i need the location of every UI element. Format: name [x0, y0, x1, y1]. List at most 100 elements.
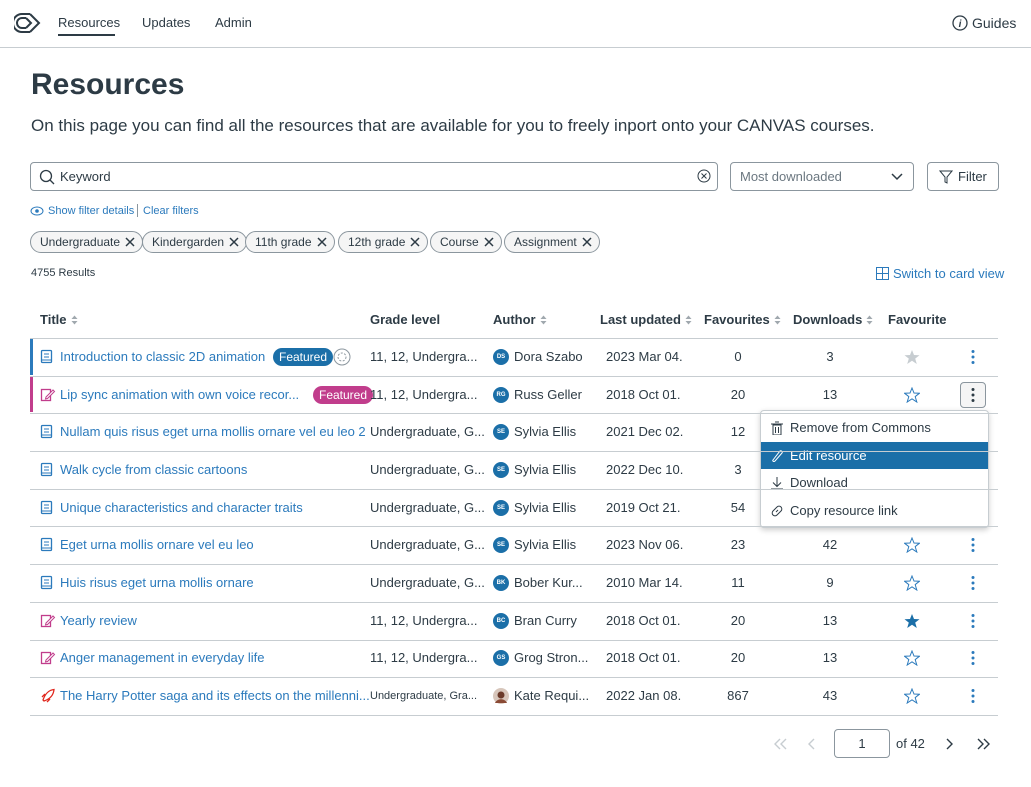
grade-level: 11, 12, Undergra...: [370, 348, 478, 364]
results-count: 4755 Results: [31, 267, 96, 279]
tag-remove[interactable]: [125, 237, 135, 247]
row-divider: [30, 601, 998, 603]
favourites-count: 20: [730, 650, 746, 666]
resource-title[interactable]: Introduction to classic 2D animation: [60, 348, 266, 364]
nav-active-underline: [58, 34, 115, 36]
tag-remove[interactable]: [582, 237, 592, 247]
filter-button[interactable]: Filter: [927, 162, 999, 191]
grade-level: 11, 12, Undergra...: [370, 650, 478, 666]
filter-icon: [939, 170, 953, 184]
author-name: Bran Curry: [514, 612, 577, 628]
author-name: Dora Szabo: [514, 348, 583, 364]
nav-item[interactable]: Admin: [215, 15, 252, 30]
menu-item[interactable]: Remove from Commons: [761, 414, 988, 441]
tag-remove[interactable]: [484, 237, 494, 247]
row-actions[interactable]: [969, 650, 977, 666]
sort-icon: [540, 315, 547, 325]
last-updated: 2018 Oct 01.: [606, 612, 681, 628]
row-actions[interactable]: [969, 349, 977, 365]
clear-icon[interactable]: [697, 169, 711, 183]
row-divider: [30, 639, 998, 641]
guides-icon: i: [952, 15, 968, 31]
prev-page[interactable]: [806, 737, 818, 751]
nav-item[interactable]: Updates: [142, 15, 191, 30]
downloads-count: 13: [822, 386, 838, 402]
favourite-star[interactable]: [904, 650, 920, 667]
resource-icon: [40, 349, 53, 363]
filter-tag[interactable]: Kindergarden: [142, 231, 248, 253]
menu-item[interactable]: Copy resource link: [761, 497, 988, 524]
resource-title[interactable]: The Harry Potter saga and its effects on…: [60, 688, 370, 704]
show-filter-details[interactable]: Show filter details: [48, 205, 135, 217]
grade-level: 11, 12, Undergra...: [370, 386, 478, 402]
resource-title[interactable]: Unique characteristics and character tra…: [60, 499, 303, 515]
filter-tag[interactable]: Course: [430, 231, 502, 253]
column-header: Favourite: [888, 312, 947, 327]
favourite-star[interactable]: [904, 575, 920, 592]
search-box[interactable]: Keyword: [30, 162, 718, 191]
row-actions[interactable]: [969, 387, 977, 403]
filter-tag[interactable]: Assignment: [504, 231, 600, 253]
sort-select[interactable]: Most downloaded: [730, 162, 914, 191]
row-actions[interactable]: [969, 575, 977, 591]
favourites-count: 0: [734, 348, 742, 364]
favourite-star[interactable]: [904, 537, 920, 554]
tag-remove[interactable]: [316, 237, 327, 247]
resource-title[interactable]: Yearly review: [60, 612, 137, 628]
filter-tag[interactable]: 12th grade: [338, 231, 429, 253]
favourite-star[interactable]: [904, 386, 920, 403]
menu-label: Copy resource link: [790, 502, 898, 518]
tag-label: Assignment: [514, 235, 577, 249]
next-page[interactable]: [943, 737, 955, 751]
page-input[interactable]: 1: [834, 729, 890, 758]
downloads-count: 13: [822, 650, 838, 666]
row-divider: [30, 413, 998, 415]
table-row: Lip sync animation with own voice recor.…: [0, 376, 1031, 415]
favourites-count: 867: [727, 688, 749, 704]
favourite-star[interactable]: [904, 613, 920, 629]
first-page[interactable]: [772, 737, 788, 751]
column-header[interactable]: Downloads: [793, 312, 863, 327]
last-page[interactable]: [976, 737, 992, 751]
favourite-star[interactable]: [904, 349, 920, 365]
favourites-count: 11: [731, 575, 745, 591]
resource-icon: [40, 388, 56, 401]
switch-view[interactable]: Switch to card view: [893, 266, 1005, 281]
column-header[interactable]: Author: [493, 312, 536, 327]
grade-level: Undergraduate, G...: [370, 575, 485, 591]
resource-title[interactable]: Lip sync animation with own voice recor.…: [60, 386, 300, 402]
tag-remove[interactable]: [229, 237, 239, 247]
tag-remove[interactable]: [410, 237, 420, 247]
row-actions[interactable]: [969, 613, 977, 629]
resource-title[interactable]: Anger management in everyday life: [60, 650, 265, 666]
last-updated: 2019 Oct 21.: [606, 499, 681, 515]
page-description: On this page you can find all the resour…: [31, 116, 875, 135]
author-avatar: BC: [493, 612, 509, 629]
row-actions[interactable]: [969, 537, 977, 553]
filter-tag[interactable]: Undergraduate: [30, 231, 144, 253]
resource-title[interactable]: Nullam quis risus eget urna mollis ornar…: [60, 424, 366, 440]
filter-tag[interactable]: 11th grade: [245, 231, 335, 253]
nav-item[interactable]: Resources: [58, 15, 121, 30]
favourite-star[interactable]: [904, 688, 920, 705]
resource-icon: [40, 425, 53, 439]
row-divider: [30, 564, 998, 566]
resource-title[interactable]: Huis risus eget urna mollis ornare: [60, 575, 254, 591]
row-actions[interactable]: [969, 688, 977, 704]
column-header[interactable]: Last updated: [600, 312, 681, 327]
resource-title[interactable]: Walk cycle from classic cartoons: [60, 461, 248, 477]
author-name: Sylvia Ellis: [514, 537, 577, 553]
clear-filters[interactable]: Clear filters: [143, 205, 199, 217]
guides-link[interactable]: Guides: [972, 15, 1017, 31]
table-row: The Harry Potter saga and its effects on…: [0, 677, 1031, 716]
downloads-count: 9: [826, 575, 834, 591]
column-header[interactable]: Title: [40, 312, 67, 327]
author-name: Sylvia Ellis: [514, 461, 577, 477]
column-header[interactable]: Favourites: [704, 312, 770, 327]
menu-icon: [771, 505, 783, 516]
featured-action[interactable]: [333, 348, 351, 366]
resource-title[interactable]: Eget urna mollis ornare vel eu leo: [60, 537, 254, 553]
author-name: Bober Kur...: [514, 575, 583, 591]
separator: [137, 204, 138, 217]
